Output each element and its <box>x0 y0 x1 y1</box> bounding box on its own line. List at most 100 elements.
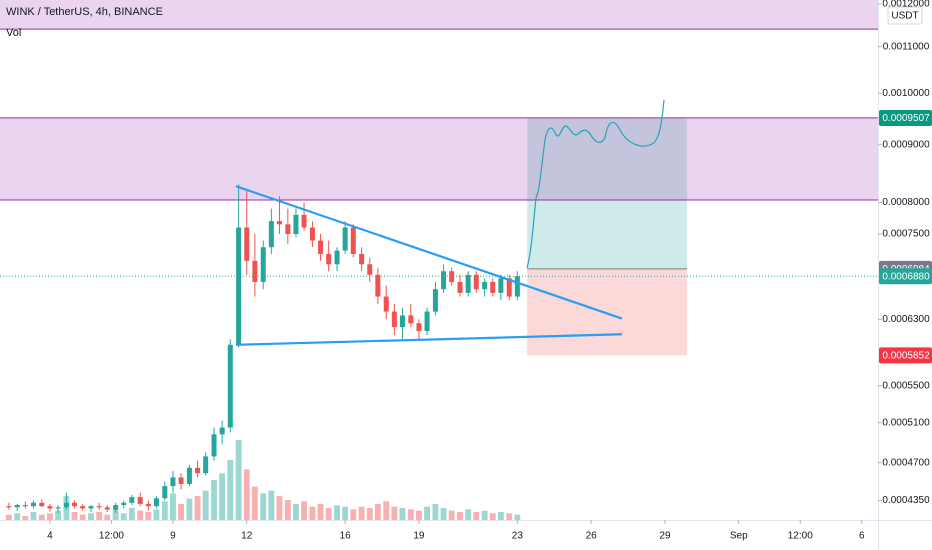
volume-bar <box>497 512 504 520</box>
volume-bar <box>88 513 94 520</box>
volume-bar <box>104 514 111 520</box>
candle-body <box>153 498 159 507</box>
candle-body <box>47 506 53 509</box>
volume-bar <box>399 508 406 520</box>
candle-body <box>449 271 455 282</box>
candle-body <box>367 264 373 275</box>
y-tick-label: 0.0006300 <box>882 314 930 325</box>
volume-bar <box>5 514 12 520</box>
candle-body <box>186 467 192 484</box>
unit-box <box>887 6 923 25</box>
volume-label: Vol <box>6 27 21 39</box>
candle-body <box>219 427 225 435</box>
candle-body <box>473 274 479 290</box>
candle-body <box>203 456 209 474</box>
candle-body <box>465 274 471 293</box>
volume-bar <box>293 504 299 520</box>
candle-body <box>482 281 488 290</box>
y-tick-label: 0.0009000 <box>882 139 930 150</box>
volume-bar <box>432 504 439 520</box>
volume-bar <box>22 516 29 520</box>
candle-body <box>457 281 463 293</box>
volume-bar <box>416 510 422 520</box>
volume-bar <box>79 514 86 520</box>
y-tick-label: 0.0005500 <box>882 380 930 391</box>
x-tick-label: 6 <box>859 531 865 542</box>
volume-bar <box>366 508 373 520</box>
candle-body <box>285 224 291 235</box>
volume-bar <box>170 493 176 520</box>
volume-bar <box>514 514 521 520</box>
candle-body <box>55 507 61 509</box>
x-tick-label: 19 <box>413 531 425 542</box>
volume-bar <box>391 506 398 520</box>
candle-body <box>293 214 299 235</box>
zone <box>0 0 878 30</box>
candle-body <box>408 315 414 324</box>
volume-bar <box>219 473 226 520</box>
candle-body <box>227 344 233 428</box>
candle-body <box>252 260 258 282</box>
volume-bar <box>14 513 21 520</box>
volume-bar <box>38 514 45 520</box>
volume-bar <box>178 504 184 520</box>
zone <box>0 117 878 200</box>
candle-body <box>326 253 332 265</box>
volume-bar <box>358 506 365 520</box>
candle-body <box>391 311 397 328</box>
x-tick-label: 29 <box>659 531 671 542</box>
volume-bar <box>407 509 414 520</box>
volume-bar <box>317 504 324 520</box>
volume-bar <box>137 510 144 520</box>
candle-body <box>63 502 69 508</box>
volume-bar <box>284 500 291 520</box>
volume-bar <box>309 506 316 520</box>
trendline <box>235 185 623 320</box>
volume-bar <box>342 506 349 520</box>
volume-bar <box>153 509 160 520</box>
candle-body <box>359 253 365 265</box>
candle-body <box>276 221 282 225</box>
volume-bar <box>448 510 455 520</box>
candle-body <box>260 247 266 282</box>
candle-body <box>72 502 78 507</box>
volume-bar <box>325 508 332 520</box>
candle-body <box>334 250 340 265</box>
volume-bar <box>71 512 78 520</box>
volume-bar <box>145 512 152 520</box>
y-tick-label: 0.0004700 <box>882 457 930 468</box>
candle-body <box>22 505 28 507</box>
volume-bar <box>374 504 381 520</box>
volume-bar <box>112 509 119 520</box>
candle-body <box>309 227 315 241</box>
volume-bar <box>128 508 135 520</box>
candle-body <box>104 507 110 510</box>
volume-bar <box>424 506 430 520</box>
candle-body <box>498 278 504 293</box>
volume-bar <box>235 440 242 520</box>
candle-body <box>39 502 45 507</box>
candle-body <box>342 227 348 251</box>
y-tick-label: 0.0012000 <box>882 0 930 10</box>
candle-body <box>244 227 250 261</box>
candle-body <box>350 227 356 254</box>
volume-bar <box>489 513 496 520</box>
volume-bar <box>96 512 103 520</box>
candle-body <box>30 502 36 507</box>
volume-bar <box>506 513 513 520</box>
candle-body <box>137 497 143 504</box>
candle-body <box>375 274 381 297</box>
volume-bar <box>276 496 283 520</box>
price-tag-label: 0.0009507 <box>882 113 930 124</box>
y-tick-label: 0.0010000 <box>882 88 930 99</box>
price-tag-label: 0.0006880 <box>882 271 930 282</box>
target-box <box>527 117 688 269</box>
volume-bar <box>161 501 168 520</box>
price-tag <box>879 109 932 126</box>
price-tag-label: 0.0005852 <box>882 351 930 362</box>
volume-bar <box>350 509 357 520</box>
candle-body <box>129 497 135 503</box>
volume-bar <box>473 512 480 520</box>
